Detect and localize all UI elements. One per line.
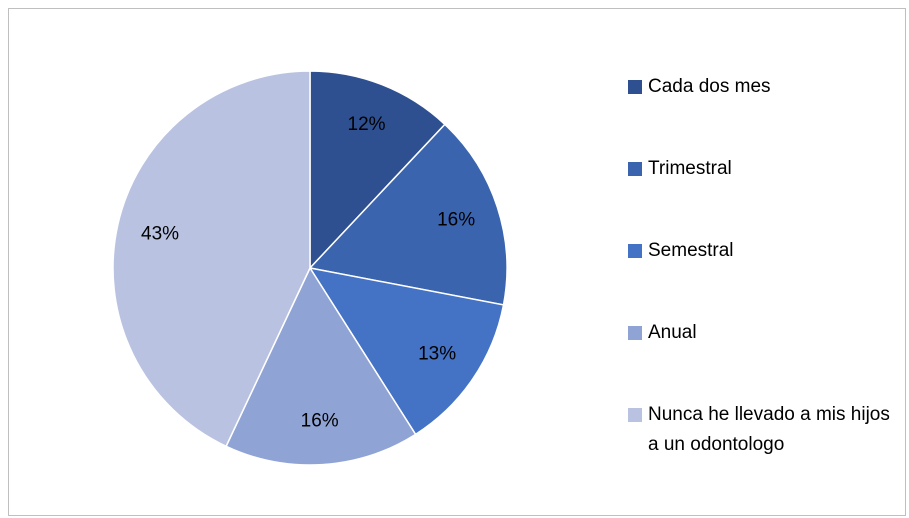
data-label: 13%	[418, 343, 456, 364]
pie-slice	[112, 70, 311, 448]
legend-item: Semestral	[628, 236, 898, 266]
legend-label: Nunca he llevado a mis hijos a un odonto…	[648, 404, 890, 455]
legend-item: Trimestral	[628, 154, 898, 184]
pie-slice	[308, 266, 505, 436]
data-label: 16%	[437, 210, 475, 231]
legend-label: Cada dos mes	[648, 76, 771, 97]
legend-swatch	[628, 80, 642, 94]
legend-label: Trimestral	[648, 158, 732, 179]
data-label: 43%	[141, 223, 179, 244]
legend-item: Anual	[628, 318, 898, 348]
legend-label: Anual	[648, 322, 697, 343]
legend-item: Nunca he llevado a mis hijos a un odonto…	[628, 400, 898, 460]
legend-swatch	[628, 162, 642, 176]
data-label: 16%	[301, 410, 339, 431]
legend-swatch	[628, 408, 642, 422]
pie-slice	[309, 70, 446, 270]
legend-label: Semestral	[648, 240, 734, 261]
legend-item: Cada dos mes	[628, 72, 898, 102]
pie-slice	[308, 123, 508, 306]
legend-swatch	[628, 244, 642, 258]
legend-swatch	[628, 326, 642, 340]
pie-slice	[225, 266, 417, 466]
data-label: 12%	[348, 114, 386, 135]
